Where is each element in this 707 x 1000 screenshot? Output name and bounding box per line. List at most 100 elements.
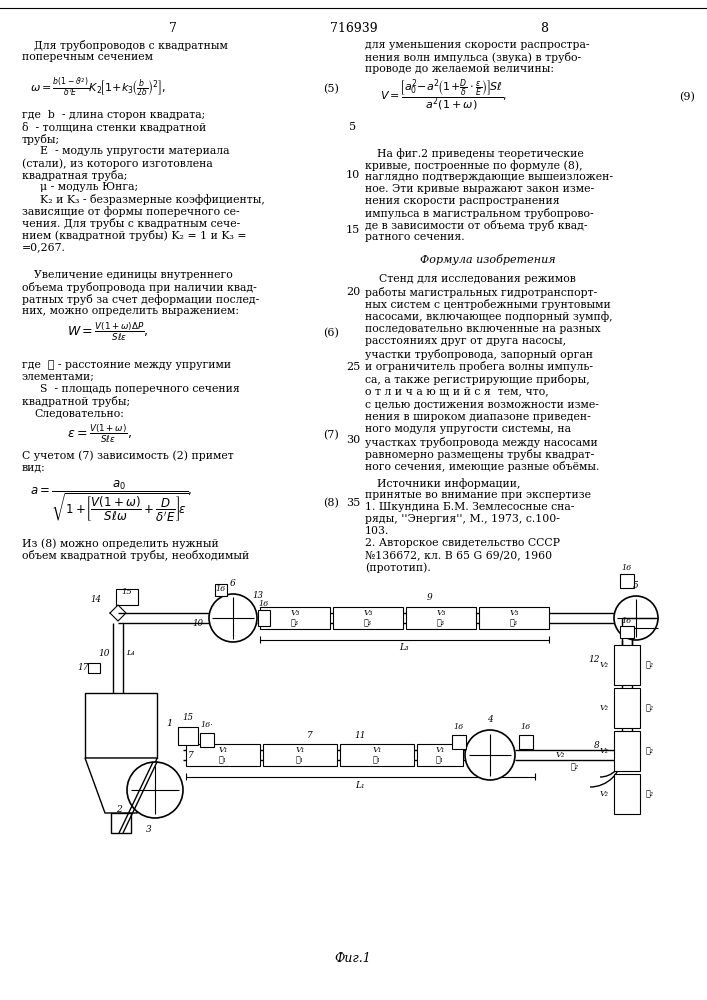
Bar xyxy=(333,607,403,629)
Circle shape xyxy=(614,596,658,640)
Text: E  - модуль упругости материала: E - модуль упругости материала xyxy=(40,146,230,156)
Text: $W = \frac{V(1+\omega)\Delta P}{S\ell\varepsilon},$: $W = \frac{V(1+\omega)\Delta P}{S\ell\va… xyxy=(67,320,148,343)
Text: V₂: V₂ xyxy=(600,661,609,669)
Text: $V = \dfrac{\!\left[a_0^2\!-\!a^2\!\left(1\!+\!\frac{D}{\delta}\cdot\frac{\varep: $V = \dfrac{\!\left[a_0^2\!-\!a^2\!\left… xyxy=(380,78,507,113)
Text: наглядно подтверждающие вышеизложен-: наглядно подтверждающие вышеизложен- xyxy=(365,172,613,182)
Text: принятые во внимание при экспертизе: принятые во внимание при экспертизе xyxy=(365,490,591,500)
Text: 10: 10 xyxy=(98,648,110,658)
Text: 16: 16 xyxy=(259,600,269,608)
Text: (7): (7) xyxy=(323,430,339,440)
Bar xyxy=(263,744,337,766)
Text: μ - модуль Юнга;: μ - модуль Юнга; xyxy=(40,182,138,192)
Text: 16: 16 xyxy=(454,723,464,731)
Text: для уменьшения скорости распростра-: для уменьшения скорости распростра- xyxy=(365,40,590,50)
Bar xyxy=(186,744,260,766)
Bar xyxy=(620,626,634,638)
Text: участках трубопровода между насосами: участках трубопровода между насосами xyxy=(365,436,597,448)
Text: (5): (5) xyxy=(323,84,339,94)
Bar xyxy=(417,744,463,766)
Text: нием (квадратной трубы) K₂ = 1 и K₃ =: нием (квадратной трубы) K₂ = 1 и K₃ = xyxy=(22,230,247,241)
Text: 9: 9 xyxy=(427,593,433,602)
Bar xyxy=(260,607,330,629)
Text: последовательно включенные на разных: последовательно включенные на разных xyxy=(365,324,601,334)
Text: вид:: вид: xyxy=(22,462,46,472)
Bar xyxy=(88,663,100,673)
Text: Следовательно:: Следовательно: xyxy=(34,408,124,418)
Text: 3: 3 xyxy=(146,826,152,834)
Text: №136672, кл. В 65 G 69/20, 1960: №136672, кл. В 65 G 69/20, 1960 xyxy=(365,550,552,560)
Text: 103.: 103. xyxy=(365,526,390,536)
Bar xyxy=(620,574,634,588)
Text: δ  - толщина стенки квадратной: δ - толщина стенки квадратной xyxy=(22,122,206,133)
Text: где  ℓ - расстояние между упругими: где ℓ - расстояние между упругими xyxy=(22,360,231,370)
Text: ное. Эти кривые выражают закон изме-: ное. Эти кривые выражают закон изме- xyxy=(365,184,594,194)
Text: V₂: V₂ xyxy=(600,790,609,798)
Bar xyxy=(178,727,198,745)
Text: V₁: V₁ xyxy=(436,746,445,754)
Text: V₁: V₁ xyxy=(218,746,228,754)
Text: с целью достижения возможности изме-: с целью достижения возможности изме- xyxy=(365,399,599,409)
Text: Для трубопроводов с квадратным: Для трубопроводов с квадратным xyxy=(34,40,228,51)
Text: 20: 20 xyxy=(346,287,360,297)
Text: ного сечения, имеющие разные объёмы.: ного сечения, имеющие разные объёмы. xyxy=(365,462,600,473)
Text: насосами, включающее подпорный зумпф,: насосами, включающее подпорный зумпф, xyxy=(365,312,613,322)
Text: равномерно размещены трубы квадрат-: равномерно размещены трубы квадрат- xyxy=(365,449,595,460)
Text: V₃: V₃ xyxy=(291,609,300,617)
Text: 13: 13 xyxy=(252,590,264,599)
Text: (прототип).: (прототип). xyxy=(365,562,431,573)
Text: 17: 17 xyxy=(77,664,89,672)
Text: 10: 10 xyxy=(192,618,204,628)
Bar xyxy=(85,693,157,758)
Text: 6: 6 xyxy=(230,580,236,588)
Text: ℓ₂: ℓ₂ xyxy=(571,763,579,771)
Text: 7: 7 xyxy=(307,730,313,740)
Text: расстояниях друг от друга насосы,: расстояниях друг от друга насосы, xyxy=(365,336,566,347)
Text: где  b  - длина сторон квадрата;: где b - длина сторон квадрата; xyxy=(22,110,205,120)
Text: 716939: 716939 xyxy=(329,22,378,35)
Text: ℓ₂: ℓ₂ xyxy=(646,747,654,755)
Text: нения скорости распространения: нения скорости распространения xyxy=(365,196,560,206)
Bar xyxy=(614,688,640,728)
Text: L₁: L₁ xyxy=(355,780,365,790)
Text: ℓ₁: ℓ₁ xyxy=(373,756,381,764)
Text: Увеличение единицы внутреннего: Увеличение единицы внутреннего xyxy=(34,270,233,280)
Text: 16·: 16· xyxy=(201,721,214,729)
Text: Источники информации,: Источники информации, xyxy=(377,478,520,489)
Text: них, можно определить выражением:: них, можно определить выражением: xyxy=(22,306,239,316)
Text: V₃: V₃ xyxy=(363,609,373,617)
Bar xyxy=(200,733,214,747)
Text: 4: 4 xyxy=(487,716,493,724)
Text: (6): (6) xyxy=(323,328,339,338)
Text: S  - площадь поперечного сечения: S - площадь поперечного сечения xyxy=(40,384,240,394)
Polygon shape xyxy=(85,758,157,813)
Bar xyxy=(215,584,227,596)
Text: V₂: V₂ xyxy=(555,751,565,759)
Text: ℓ₃: ℓ₃ xyxy=(364,619,372,627)
Text: $\omega = \frac{b(1-\vartheta^2)}{\delta^{\prime}E} K_2\!\left[1\!+\!k_3\!\left(: $\omega = \frac{b(1-\vartheta^2)}{\delta… xyxy=(30,76,166,98)
Text: 5: 5 xyxy=(633,582,639,590)
Text: ℓ₂: ℓ₂ xyxy=(646,661,654,669)
Circle shape xyxy=(209,594,257,642)
Text: 25: 25 xyxy=(346,362,360,372)
Text: ℓ₂: ℓ₂ xyxy=(646,790,654,798)
Bar xyxy=(452,735,466,749)
Text: ℓ₁: ℓ₁ xyxy=(436,756,444,764)
Text: поперечным сечением: поперечным сечением xyxy=(22,52,153,62)
Text: ℓ₃: ℓ₃ xyxy=(437,619,445,627)
Text: (9): (9) xyxy=(679,92,695,102)
Text: трубы;: трубы; xyxy=(22,134,60,145)
Bar xyxy=(614,774,640,814)
Text: ℓ₁: ℓ₁ xyxy=(219,756,227,764)
Text: 1: 1 xyxy=(166,718,172,728)
Text: са, а также регистрирующие приборы,: са, а также регистрирующие приборы, xyxy=(365,374,590,385)
Bar xyxy=(479,607,549,629)
Bar xyxy=(111,813,131,833)
Bar xyxy=(258,610,270,626)
Text: нения в широком диапазоне приведен-: нения в широком диапазоне приведен- xyxy=(365,412,591,422)
Text: ных систем с центробежными грунтовыми: ных систем с центробежными грунтовыми xyxy=(365,299,611,310)
Text: 7: 7 xyxy=(169,22,177,35)
Text: L₄: L₄ xyxy=(126,649,134,657)
Text: ℓ₁: ℓ₁ xyxy=(296,756,304,764)
Text: о т л и ч а ю щ и й с я  тем, что,: о т л и ч а ю щ и й с я тем, что, xyxy=(365,386,549,396)
Text: ратных труб за счет деформации послед-: ратных труб за счет деформации послед- xyxy=(22,294,259,305)
